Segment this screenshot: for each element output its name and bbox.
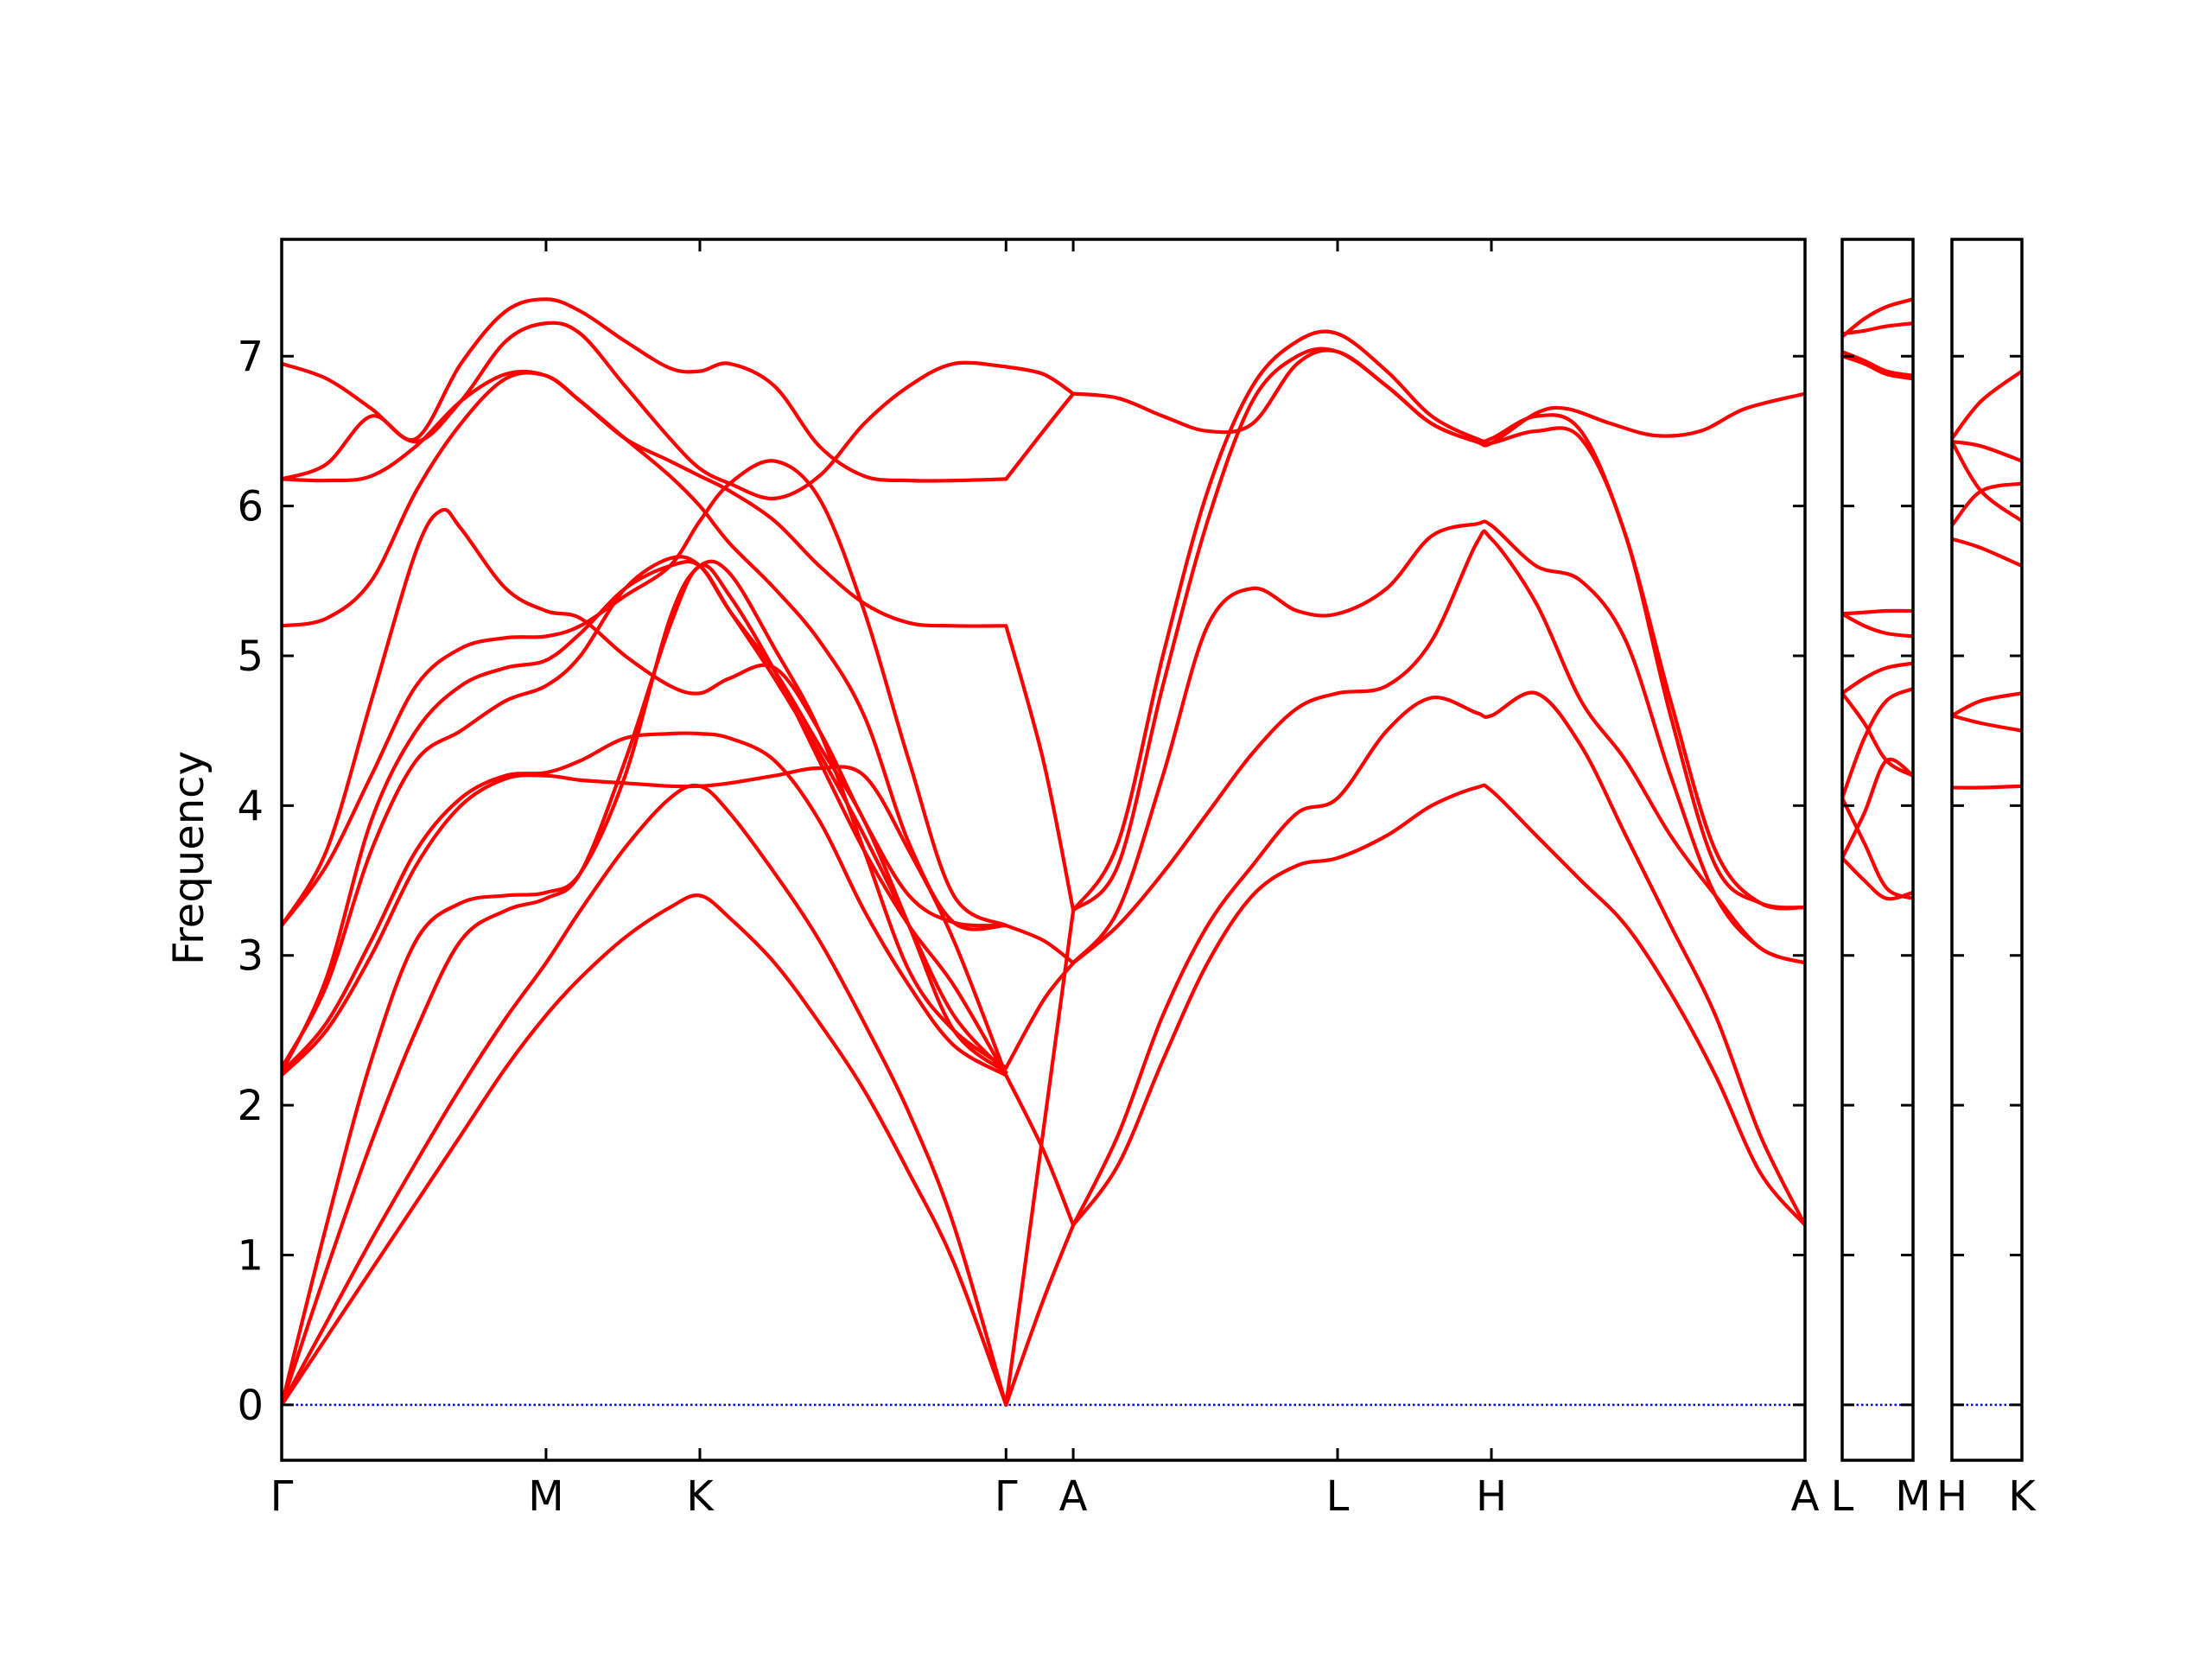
band-line <box>1071 519 1805 965</box>
band-line <box>1071 348 1805 448</box>
y-tick-label: 5 <box>237 632 264 681</box>
band-line <box>1952 714 2022 733</box>
band-line <box>1842 354 1913 381</box>
y-tick-label: 1 <box>237 1231 264 1280</box>
band-line <box>1071 783 1805 1227</box>
y-tick-label: 4 <box>237 782 264 830</box>
band-line <box>1952 784 2022 790</box>
band-line <box>1004 624 1076 912</box>
y-tick-label: 2 <box>237 1082 264 1130</box>
band-line <box>1842 297 1913 339</box>
band-line <box>1004 924 1076 965</box>
bands <box>282 297 1805 1407</box>
x-tick-label: H <box>1936 1472 1967 1521</box>
band-line <box>1842 661 1913 696</box>
band-line <box>1004 1073 1076 1227</box>
band-line <box>1071 329 1805 912</box>
band-line <box>282 559 1008 1075</box>
x-tick-label: L <box>1326 1472 1350 1521</box>
band-line <box>282 507 1008 928</box>
y-tick-label: 7 <box>237 333 264 381</box>
x-tick-label: H <box>1476 1472 1507 1521</box>
x-tick-label: Γ <box>995 1472 1018 1521</box>
plot-frame <box>1840 238 1915 1462</box>
band-line <box>1004 391 1076 481</box>
band-line <box>1842 757 1913 861</box>
band-line <box>282 371 1008 931</box>
band-line <box>1952 440 2022 463</box>
band-line <box>282 783 1008 1407</box>
band-line <box>282 459 1008 928</box>
band-line <box>282 297 1008 483</box>
band-line <box>282 559 1008 1407</box>
x-tick-label: K <box>2008 1472 2037 1521</box>
y-tick-label: 0 <box>237 1382 264 1430</box>
y-tick-label: 6 <box>237 483 264 531</box>
band-line <box>1842 691 1913 778</box>
band-line <box>282 765 1008 1077</box>
band-line <box>1004 961 1076 1070</box>
plot-frame <box>1950 238 2024 1462</box>
x-tick-label: K <box>686 1472 715 1521</box>
band-line <box>1842 321 1913 336</box>
band-line <box>282 555 1008 1075</box>
band-line <box>282 369 1008 628</box>
band-line <box>282 563 1008 1407</box>
band-line <box>1004 365 1076 396</box>
band-line <box>282 893 1008 1407</box>
band-line <box>1842 687 1913 800</box>
band-line <box>1071 690 1805 1227</box>
band-line <box>1842 608 1913 616</box>
band-line <box>282 321 1008 501</box>
x-tick-label: A <box>1059 1472 1088 1521</box>
band-line <box>1004 1223 1076 1407</box>
band-line <box>1842 855 1913 901</box>
band-line <box>1071 529 1805 965</box>
band-line <box>1952 481 2022 528</box>
band-line <box>282 731 1008 1077</box>
band-line <box>1952 691 2022 718</box>
band-line <box>1842 612 1913 639</box>
x-tick-label: A <box>1791 1472 1820 1521</box>
y-tick-label: 3 <box>237 932 264 981</box>
x-tick-label: M <box>528 1472 563 1521</box>
x-tick-label: L <box>1831 1472 1854 1521</box>
y-axis-label: Frequency <box>165 751 213 965</box>
band-line <box>1842 796 1913 900</box>
x-tick-label: M <box>1895 1472 1930 1521</box>
band-line <box>1952 440 2022 523</box>
plot-frame <box>280 238 1807 1462</box>
bands <box>1842 297 1913 901</box>
band-line <box>1952 537 2022 569</box>
band-line <box>1952 369 2022 441</box>
x-tick-label: Γ <box>270 1472 294 1521</box>
bands <box>1952 369 2022 790</box>
band-line <box>1004 908 1076 1407</box>
